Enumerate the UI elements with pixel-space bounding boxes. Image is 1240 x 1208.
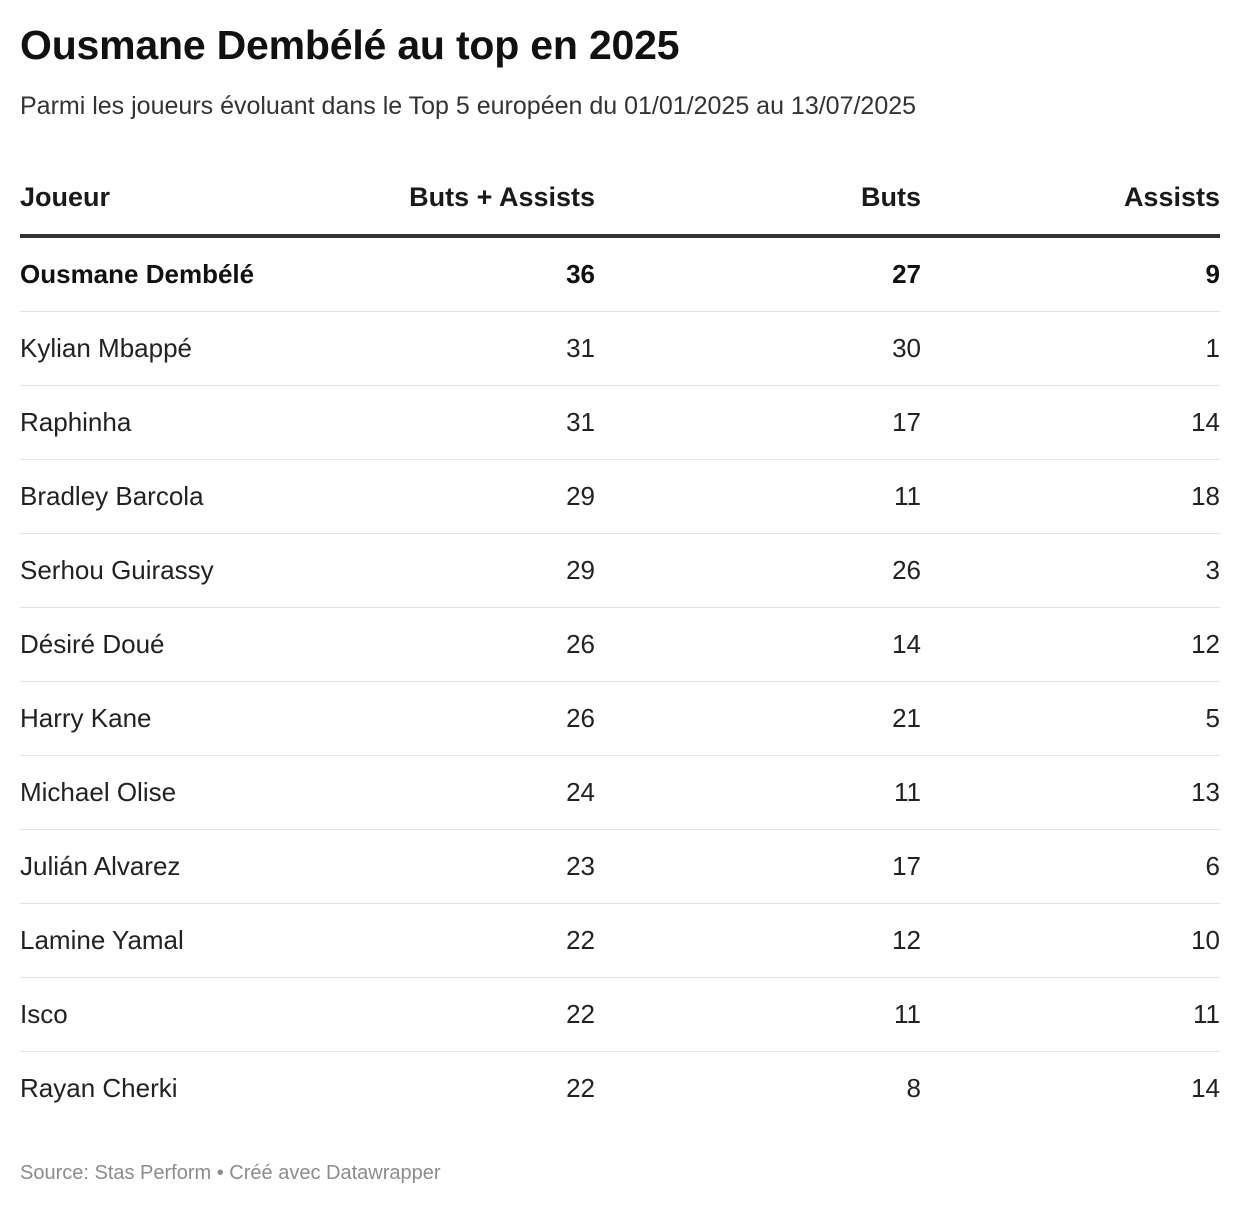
- cell-goals-assists: 26: [280, 607, 595, 682]
- cell-goals: 21: [595, 681, 921, 756]
- cell-assists: 10: [921, 903, 1220, 978]
- cell-goals-assists: 22: [280, 903, 595, 978]
- cell-goals: 8: [906, 1073, 921, 1103]
- table-row: Serhou Guirassy 29 26 3: [20, 533, 1220, 608]
- cell-assists: 9: [921, 236, 1220, 312]
- cell-goals-assists: 22: [280, 977, 595, 1052]
- cell-goals-assists: 36: [280, 236, 595, 312]
- cell-player: Michael Olise: [20, 755, 280, 830]
- cell-goals-assists: 23: [280, 829, 595, 904]
- cell-player: Raphinha: [20, 385, 280, 460]
- cell-assists: 11: [921, 977, 1220, 1052]
- cell-goals-assists: 29: [280, 533, 595, 608]
- cell-goals: 17: [595, 385, 921, 460]
- cell-assists: 18: [921, 459, 1220, 534]
- cell-player: Serhou Guirassy: [20, 533, 280, 608]
- cell-goals-assists: 29: [280, 459, 595, 534]
- table-header: Joueur Buts + Assists Buts Assists: [20, 160, 1220, 238]
- table-body: Ousmane Dembélé 36 27 9 Kylian Mbappé 31 30 1 Ra…: [20, 236, 1220, 1125]
- cell-goals-assists: 24: [280, 755, 595, 830]
- chart-title: Ousmane Dembélé au top en 2025: [20, 22, 680, 68]
- cell-player: Désiré Doué: [20, 607, 280, 682]
- cell-player: Bradley Barcola: [20, 459, 280, 534]
- cell-assists: 12: [921, 607, 1220, 682]
- column-header-assists: Assists: [921, 160, 1220, 238]
- cell-assists: 14: [1191, 1073, 1220, 1103]
- cell-goals-assists: 26: [280, 681, 595, 756]
- table-row: Ousmane Dembélé 36 27 9: [20, 236, 1220, 312]
- table-row: Kylian Mbappé 31 30 1: [20, 311, 1220, 386]
- cell-goals: 17: [595, 829, 921, 904]
- cell-assists: 5: [921, 681, 1220, 756]
- column-header-goals: Buts: [595, 160, 921, 238]
- table-row: Julián Alvarez 23 17 6: [20, 829, 1220, 904]
- cell-player: Lamine Yamal: [20, 903, 280, 978]
- cell-player: Isco: [20, 977, 280, 1052]
- column-header-goals-assists: Buts + Assists: [280, 160, 595, 238]
- table-row: Désiré Doué 26 14 12: [20, 607, 1220, 682]
- source-footer: Source: Stas Perform • Créé avec Datawra…: [20, 1162, 441, 1184]
- cell-goals: 26: [595, 533, 921, 608]
- cell-goals-assists: 31: [280, 311, 595, 386]
- cell-goals-assists: 22: [566, 1073, 595, 1103]
- table-row: Bradley Barcola 29 11 18: [20, 459, 1220, 534]
- cell-goals: 27: [595, 236, 921, 312]
- cell-goals: 12: [595, 903, 921, 978]
- table-row: Harry Kane 26 21 5: [20, 681, 1220, 756]
- cell-goals-assists: 31: [280, 385, 595, 460]
- cell-player: Kylian Mbappé: [20, 311, 280, 386]
- chart-subtitle: Parmi les joueurs évoluant dans le Top 5…: [20, 92, 917, 120]
- cell-assists: 1: [921, 311, 1220, 386]
- table-row: Rayan Cherki 22 8 14: [20, 1052, 1220, 1126]
- column-header-player: Joueur: [20, 160, 280, 238]
- table-row: Lamine Yamal 22 12 10: [20, 903, 1220, 978]
- cell-goals: 30: [595, 311, 921, 386]
- cell-player: Ousmane Dembélé: [20, 236, 280, 312]
- cell-assists: 3: [921, 533, 1220, 608]
- table-row: Isco 22 11 11: [20, 977, 1220, 1052]
- cell-assists: 14: [921, 385, 1220, 460]
- cell-player: Harry Kane: [20, 681, 280, 756]
- table-row: Raphinha 31 17 14: [20, 385, 1220, 460]
- cell-player: Julián Alvarez: [20, 829, 280, 904]
- header-row: Joueur Buts + Assists Buts Assists: [20, 160, 1220, 238]
- cell-goals: 14: [595, 607, 921, 682]
- cell-assists: 6: [921, 829, 1220, 904]
- cell-goals: 11: [595, 459, 921, 534]
- stats-table: Joueur Buts + Assists Buts Assists Ousma…: [20, 160, 1220, 1125]
- cell-goals: 11: [595, 755, 921, 830]
- cell-assists: 13: [921, 755, 1220, 830]
- table-row: Michael Olise 24 11 13: [20, 755, 1220, 830]
- cell-goals: 11: [595, 977, 921, 1052]
- cell-player: Rayan Cherki: [20, 1073, 178, 1103]
